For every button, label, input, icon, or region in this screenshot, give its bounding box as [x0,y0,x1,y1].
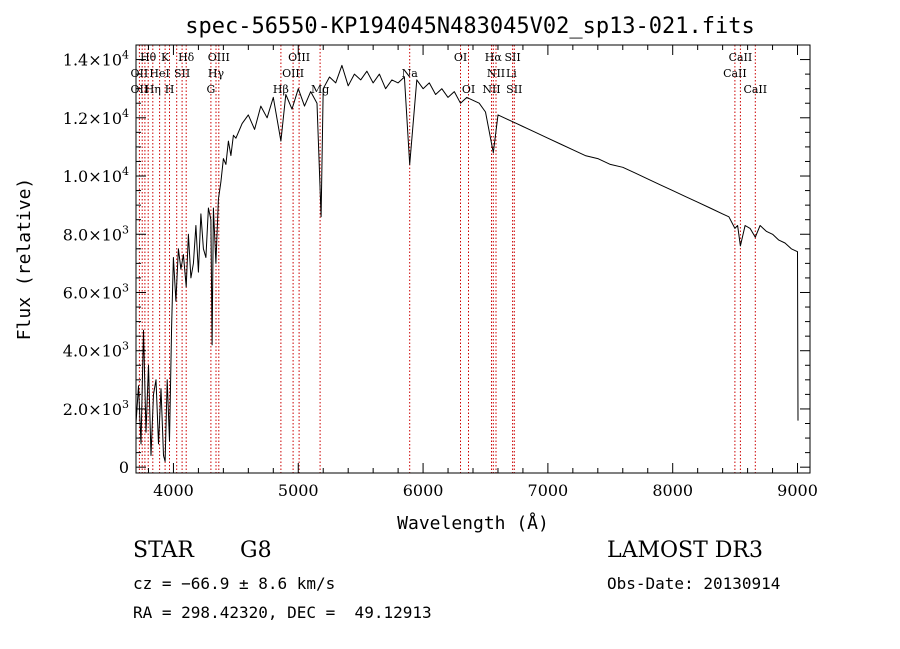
chart-title: spec-56550-KP194045N483045V02_sp13-021.f… [185,14,755,39]
redshift-text: cz = −66.9 ± 8.6 km/s [133,574,336,593]
y-tick-label: 6.0×103 [63,281,129,302]
line-label: SII [174,67,190,80]
line-label: CaII [743,83,767,96]
line-label: H [165,83,175,96]
y-tick-label: 0 [119,458,129,477]
line-label: Li [506,67,517,80]
line-label: OI [454,51,467,64]
y-tick-label: 2.0×103 [63,398,129,419]
spectrum-chart: spec-56550-KP194045N483045V02_sp13-021.f… [14,14,818,534]
line-label: OI [462,83,475,96]
line-label: OIII [208,51,230,64]
spectrum-line [135,64,799,462]
y-tick-exponent: 4 [122,49,129,62]
line-label: HeI [149,67,169,80]
x-axis-label: Wavelength (Å) [397,512,549,534]
line-label: NII [482,83,500,96]
line-label: OII [131,67,149,80]
line-label: Hβ [273,83,289,96]
x-tick-label: 8000 [652,481,693,500]
line-label: K [161,51,170,64]
obs-date-text: Obs-Date: 20130914 [607,574,781,593]
line-label: OII [131,83,149,96]
y-tick-label: 8.0×103 [63,223,129,244]
survey-label: LAMOST DR3 [607,538,763,563]
y-axis-label: Flux (relative) [14,178,35,341]
x-tick-label: 4000 [153,481,194,500]
line-label: OIII [288,51,310,64]
line-label: Hη [145,83,161,96]
line-label: CaII [729,51,753,64]
y-tick-label: 1.2×104 [63,107,129,128]
line-label: Hθ [140,51,157,64]
y-tick-exponent: 3 [122,398,129,411]
x-tick-label: 9000 [777,481,818,500]
line-label: SII [506,83,522,96]
y-tick-exponent: 3 [122,340,129,353]
line-label: Hδ [178,51,195,64]
y-tick-exponent: 4 [122,107,129,120]
plot-frame [135,44,811,474]
line-label: Mg [311,83,329,96]
y-tick-label: 1.4×104 [63,49,129,70]
y-tick-exponent: 3 [122,281,129,294]
line-label: Hγ [208,67,225,80]
x-tick-label: 5000 [278,481,319,500]
line-label: G [207,83,216,96]
line-label: NII [487,67,505,80]
line-label: Hα [485,51,503,64]
line-label: Na [402,67,419,80]
line-label: CaII [723,67,747,80]
subclass-label: G8 [240,538,272,563]
coordinates-text: RA = 298.42320, DEC = 49.12913 [133,603,432,622]
y-tick-label: 4.0×103 [63,340,129,361]
class-label: STAR [133,538,194,563]
x-tick-label: 6000 [403,481,444,500]
y-tick-exponent: 4 [122,165,129,178]
y-tick-label: 1.0×104 [63,165,129,186]
y-tick-exponent: 3 [122,223,129,236]
x-tick-label: 7000 [528,481,569,500]
line-label: SII [504,51,520,64]
line-label: OIII [282,67,304,80]
